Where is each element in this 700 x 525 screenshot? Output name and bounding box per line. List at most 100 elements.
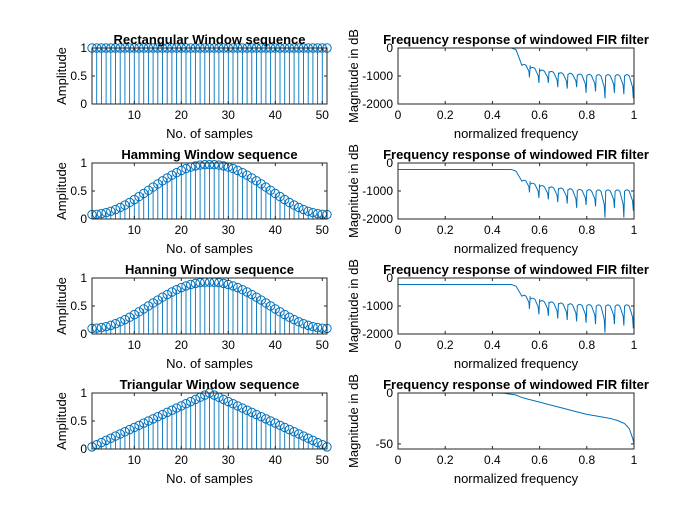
stem-marker	[101, 435, 111, 446]
subplot-1: 10 20 30 40 50 0 0.5 1 Rectangular Window sequen…	[54, 32, 332, 141]
stem-marker	[115, 429, 125, 439]
stem-marker	[181, 281, 191, 291]
stem-marker	[190, 161, 201, 171]
y-tick-label: 0	[80, 97, 87, 111]
x-tick-label: 0.2	[437, 223, 454, 237]
stem-marker	[124, 424, 135, 435]
plot-area	[398, 48, 634, 104]
response-line	[398, 168, 635, 218]
stem-marker	[251, 292, 262, 302]
stem-marker	[181, 163, 191, 174]
stem-marker	[298, 431, 309, 441]
y-axis-label: Amplitude	[54, 277, 69, 335]
x-tick-label: 1	[631, 108, 638, 122]
x-tick-label: 50	[316, 338, 330, 352]
y-tick-label: 1	[80, 156, 87, 170]
chart-title: Frequency response of windowed FIR filte…	[383, 262, 649, 277]
stem-marker	[294, 317, 304, 327]
y-tick-label: -1000	[362, 184, 393, 198]
stem-marker	[186, 279, 196, 290]
stem-marker	[139, 188, 149, 199]
stem-marker	[294, 202, 304, 213]
stem-marker	[256, 179, 266, 189]
x-tick-label: 0.6	[531, 108, 548, 122]
stem-marker	[204, 159, 215, 170]
stem-marker	[157, 292, 168, 302]
stem-marker	[298, 204, 309, 215]
stem-marker	[186, 396, 196, 407]
stem-marker	[303, 433, 313, 443]
stem-marker	[275, 420, 285, 431]
stem-marker	[101, 207, 111, 218]
x-tick-label: 0.2	[437, 453, 454, 467]
stem-marker	[289, 427, 299, 437]
stem-marker	[134, 420, 144, 431]
stem-marker	[171, 403, 182, 413]
stem-marker	[289, 314, 299, 325]
stem-marker	[106, 320, 116, 331]
stem-marker	[251, 409, 262, 420]
stem-marker	[261, 298, 271, 308]
x-tick-label: 20	[175, 108, 189, 122]
stem-marker	[167, 405, 177, 415]
stem-marker	[200, 390, 210, 400]
stem-marker	[218, 394, 229, 405]
y-tick-label: 1	[80, 271, 87, 285]
stem-marker	[247, 407, 257, 418]
stem-marker	[270, 188, 280, 199]
x-tick-label: 0.6	[531, 223, 548, 237]
stem-marker	[289, 200, 299, 210]
y-tick-label: -2000	[362, 327, 393, 341]
x-tick-label: 0	[395, 453, 402, 467]
stem-marker	[284, 197, 295, 208]
y-tick-label: 0.5	[70, 69, 87, 83]
subplot-7: 10 20 30 40 50 0 0.5 1 Triangular Window sequenc…	[54, 377, 332, 486]
y-tick-label: -1000	[362, 299, 393, 313]
stem-marker	[209, 159, 219, 170]
stem-marker	[129, 422, 140, 433]
plot-area	[398, 278, 634, 334]
stem-marker	[228, 163, 238, 174]
stem-marker	[148, 182, 158, 192]
stem-marker	[110, 431, 121, 441]
chart-title: Rectangular Window sequence	[113, 32, 305, 47]
y-tick-label: -2000	[362, 212, 393, 226]
stem-marker	[96, 437, 107, 448]
x-tick-label: 0.2	[437, 108, 454, 122]
stem-marker	[162, 173, 172, 183]
stem-marker	[153, 411, 163, 422]
x-axis-label: normalized frequency	[454, 356, 579, 371]
x-tick-label: 20	[175, 223, 189, 237]
stem-marker	[157, 176, 168, 186]
chart-title: Triangular Window sequence	[120, 377, 300, 392]
stem-marker	[110, 319, 121, 329]
chart-title: Frequency response of windowed FIR filte…	[383, 147, 649, 162]
stem-marker	[143, 416, 154, 426]
stem-marker	[143, 301, 154, 311]
stem-marker	[143, 185, 154, 195]
stem-marker	[247, 173, 257, 183]
stem-marker	[96, 322, 107, 333]
x-axis-label: normalized frequency	[454, 126, 579, 141]
subplot-5: 10 20 30 40 50 0 0.5 1 Hanning Window sequence No…	[54, 262, 332, 371]
stem-marker	[176, 401, 187, 411]
y-tick-label: 0	[80, 327, 87, 341]
x-tick-label: 20	[175, 453, 189, 467]
stem-marker	[265, 416, 276, 426]
stem-marker	[312, 437, 323, 448]
x-tick-label: 50	[316, 223, 330, 237]
x-axis-label: normalized frequency	[454, 471, 579, 486]
y-tick-label: 1	[80, 41, 87, 55]
y-axis-label: Magnitude in dB	[346, 259, 361, 353]
y-axis-label: Magnitude in dB	[346, 144, 361, 238]
subplot-3: 10 20 30 40 50 0 0.5 1 Hamming Window sequence No…	[54, 147, 332, 256]
plot-area	[398, 393, 634, 449]
stem-marker	[157, 409, 168, 420]
stem-marker	[233, 165, 243, 176]
stem-marker	[280, 194, 290, 205]
x-tick-label: 50	[316, 453, 330, 467]
stem-marker	[101, 321, 111, 332]
